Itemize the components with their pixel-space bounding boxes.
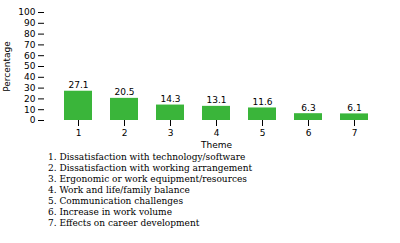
svg-text:90: 90 xyxy=(24,18,36,28)
svg-text:4: 4 xyxy=(214,128,220,138)
svg-text:20.5: 20.5 xyxy=(114,87,134,97)
html-text:6. Increase in work volume: 6. Increase in work volume xyxy=(48,207,172,217)
svg-text:80: 80 xyxy=(24,29,36,39)
svg-text:40: 40 xyxy=(24,72,36,82)
html-text:2. Dissatisfaction with workin: 2. Dissatisfaction with working arrangem… xyxy=(48,163,253,173)
html-text:7. Effects on career developme: 7. Effects on career development xyxy=(48,218,200,228)
html-text:5. Communication challenges: 5. Communication challenges xyxy=(48,196,184,206)
svg-text:7: 7 xyxy=(352,128,358,138)
html-text:1. Dissatisfaction with techno: 1. Dissatisfaction with technology/softw… xyxy=(48,152,246,162)
svg-text:10: 10 xyxy=(24,105,36,115)
svg-text:13.1: 13.1 xyxy=(206,95,226,105)
svg-text:100: 100 xyxy=(18,7,35,17)
svg-text:14.3: 14.3 xyxy=(160,94,180,104)
svg-text:70: 70 xyxy=(24,40,36,50)
svg-text:Theme: Theme xyxy=(200,140,233,150)
html-text:3. Ergonomic or work equipment: 3. Ergonomic or work equipment/resources xyxy=(48,174,247,184)
svg-text:50: 50 xyxy=(24,61,36,71)
svg-text:Percentage: Percentage xyxy=(2,41,12,92)
svg-text:2: 2 xyxy=(122,128,128,138)
svg-text:60: 60 xyxy=(24,51,36,61)
svg-text:20: 20 xyxy=(24,94,36,104)
svg-text:6: 6 xyxy=(306,128,312,138)
svg-text:1: 1 xyxy=(76,128,82,138)
svg-text:11.6: 11.6 xyxy=(252,97,272,107)
svg-text:6.1: 6.1 xyxy=(347,103,361,113)
svg-text:30: 30 xyxy=(24,83,36,93)
svg-text:27.1: 27.1 xyxy=(68,80,88,90)
svg-text:0: 0 xyxy=(30,115,36,125)
svg-text:5: 5 xyxy=(260,128,266,138)
svg-text:6.3: 6.3 xyxy=(301,103,315,113)
html-text:4. Work and life/family balanc: 4. Work and life/family balance xyxy=(48,185,190,195)
svg-text:3: 3 xyxy=(168,128,174,138)
